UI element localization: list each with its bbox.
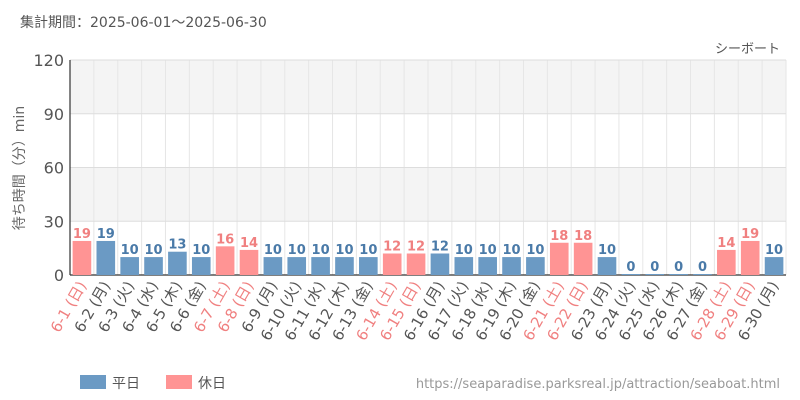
bar — [645, 274, 665, 275]
bar — [120, 257, 139, 275]
data-label: 14 — [717, 236, 735, 251]
data-label: 10 — [765, 243, 783, 258]
data-label: 10 — [502, 243, 520, 258]
bar — [239, 249, 259, 275]
bar — [549, 242, 569, 275]
data-label: 12 — [383, 240, 401, 255]
bar — [168, 251, 187, 275]
axes — [69, 60, 786, 276]
data-label: 10 — [359, 243, 377, 258]
data-label: 0 — [626, 260, 635, 275]
y-tick-label: 60 — [44, 159, 64, 178]
data-label: 12 — [407, 240, 425, 255]
bars — [72, 240, 784, 275]
bar — [287, 257, 307, 275]
data-label: 10 — [312, 243, 330, 258]
bar — [526, 257, 545, 275]
data-label: 13 — [168, 238, 186, 253]
data-label: 19 — [97, 227, 115, 242]
data-label: 10 — [144, 243, 162, 258]
y-axis-label: 待ち時間（分）min — [12, 106, 28, 230]
bar — [72, 240, 92, 275]
x-tick-labels: 6-1 (日)6-2 (月)6-3 (火)6-4 (水)6-5 (木)6-6 (… — [47, 278, 783, 344]
data-label: 18 — [574, 229, 592, 244]
bar — [215, 246, 235, 275]
legend-label-holiday: 休日 — [198, 376, 226, 392]
bar — [693, 274, 712, 275]
y-tick-label: 90 — [44, 105, 64, 124]
data-label: 10 — [288, 243, 306, 258]
bar — [359, 257, 378, 275]
bar — [573, 242, 593, 275]
bar — [311, 257, 330, 275]
bar — [478, 257, 497, 275]
data-label: 10 — [598, 243, 616, 258]
data-label: 16 — [216, 232, 234, 247]
data-label: 10 — [121, 243, 139, 258]
data-label: 19 — [73, 227, 91, 242]
data-labels: 19 19 10 10 13 10 16 14 10 10 10 10 10 12 12 12 10 10 10 10… — [73, 227, 783, 275]
legend-swatch-holiday — [166, 375, 192, 389]
bar — [502, 257, 521, 275]
data-label: 19 — [741, 227, 759, 242]
y-tick-label: 30 — [44, 212, 64, 231]
data-label: 10 — [526, 243, 544, 258]
period-text: 集計期間：2025-06-01～2025-06-30 — [20, 15, 267, 31]
bar — [669, 274, 688, 275]
y-tick-label: 120 — [33, 51, 64, 70]
bar — [335, 257, 354, 275]
bar — [740, 240, 760, 275]
data-label: 12 — [431, 240, 449, 255]
data-label: 0 — [674, 260, 683, 275]
bar — [96, 240, 116, 275]
data-label: 0 — [650, 260, 659, 275]
bar — [144, 257, 163, 275]
bar — [263, 257, 283, 275]
legend: 平日 休日 — [80, 375, 226, 392]
bar — [406, 253, 426, 275]
y-tick-label: 0 — [54, 266, 64, 285]
chart-title: シーボート — [715, 42, 780, 57]
bar — [430, 253, 450, 275]
bar — [764, 257, 784, 275]
data-label: 14 — [240, 236, 258, 251]
data-label: 10 — [192, 243, 210, 258]
legend-label-weekday: 平日 — [112, 376, 140, 392]
data-label: 10 — [479, 243, 497, 258]
y-tick-labels: 0 30 60 90 120 — [33, 51, 64, 285]
data-label: 10 — [335, 243, 353, 258]
data-label: 0 — [698, 260, 707, 275]
source-url: https://seaparadise.parksreal.jp/attract… — [416, 377, 780, 392]
data-label: 10 — [455, 243, 473, 258]
bar — [191, 257, 211, 275]
bar — [454, 257, 474, 275]
legend-swatch-weekday — [80, 375, 106, 389]
data-label: 10 — [264, 243, 282, 258]
bar — [597, 257, 617, 275]
bar — [717, 249, 736, 275]
data-label: 18 — [550, 229, 568, 244]
bar — [621, 274, 641, 275]
bar — [382, 253, 402, 275]
